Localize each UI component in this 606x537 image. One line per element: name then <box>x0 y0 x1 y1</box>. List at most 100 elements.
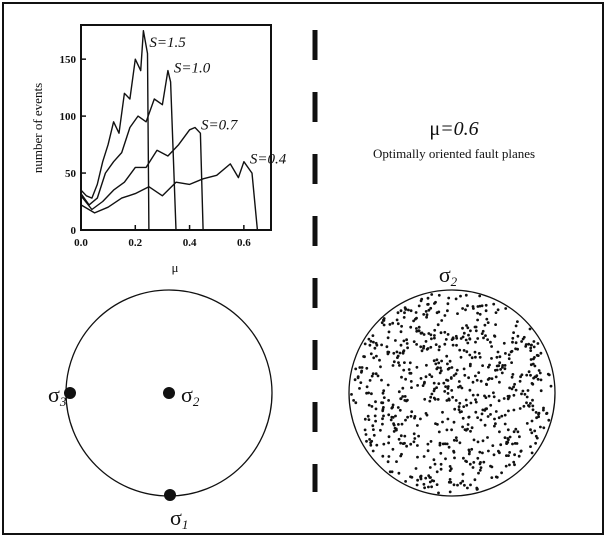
chart-frame <box>80 24 272 231</box>
pole-point <box>497 399 501 403</box>
pole-point <box>401 442 405 445</box>
pole-point <box>447 366 451 370</box>
x-tick-label: 0.0 <box>74 237 88 249</box>
sigma3-label: σ3 <box>48 382 67 409</box>
pole-point <box>503 413 507 417</box>
pole-point <box>424 375 428 379</box>
pole-point <box>458 348 462 352</box>
pole-point <box>466 304 469 308</box>
y-axis-ticks: 0 50 100 150 <box>60 54 86 237</box>
pole-point <box>405 342 409 345</box>
pole-point <box>493 417 496 421</box>
pole-point <box>492 302 496 306</box>
pole-point <box>545 411 549 415</box>
pole-point <box>454 372 458 376</box>
pole-point <box>527 404 531 408</box>
pole-point <box>505 442 508 445</box>
pole-point <box>530 419 534 423</box>
pole-point <box>382 319 386 322</box>
pole-point <box>410 410 414 414</box>
pole-point <box>511 442 514 446</box>
pole-point <box>467 452 471 456</box>
pole-point <box>476 305 480 308</box>
pole-point <box>467 376 470 380</box>
pole-point <box>478 450 482 454</box>
pole-point <box>499 368 502 371</box>
pole-point <box>433 334 436 337</box>
pole-point <box>450 366 454 369</box>
pole-point <box>485 407 488 411</box>
pole-point <box>424 340 428 343</box>
pole-point <box>392 422 395 426</box>
pole-point <box>520 373 524 377</box>
pole-point <box>481 439 485 443</box>
pole-point <box>446 387 450 390</box>
pole-point <box>483 323 487 327</box>
pole-point <box>516 430 520 434</box>
pole-point <box>453 456 456 460</box>
pole-point <box>479 466 483 469</box>
series-line-0 <box>80 30 150 231</box>
pole-point <box>400 422 404 426</box>
pole-point <box>510 387 514 391</box>
pole-point <box>527 342 531 346</box>
pole-point <box>387 455 391 458</box>
pole-point <box>447 480 451 484</box>
pole-point <box>532 345 536 349</box>
pole-point <box>409 371 413 375</box>
pole-point <box>432 389 436 393</box>
pole-point <box>452 450 456 454</box>
pole-point <box>469 429 472 433</box>
pole-point <box>379 365 382 369</box>
pole-point <box>407 308 410 312</box>
pole-point <box>463 483 466 487</box>
pole-point <box>452 438 456 442</box>
pole-point <box>449 376 453 379</box>
pole-point <box>507 357 511 361</box>
pole-point <box>416 384 419 387</box>
pole-point <box>387 413 391 417</box>
pole-point <box>428 466 432 469</box>
pole-point <box>426 347 430 350</box>
pole-point <box>439 451 443 455</box>
pole-point <box>500 414 504 418</box>
pole-point <box>476 416 479 419</box>
pole-point <box>367 418 371 421</box>
pole-point <box>439 331 443 335</box>
pole-point <box>392 360 396 364</box>
pole-point <box>436 398 440 401</box>
pole-point <box>486 378 490 381</box>
pole-point <box>469 329 472 333</box>
pole-point <box>439 369 443 373</box>
series-label-2: S=0.7 <box>201 118 239 134</box>
pole-point <box>466 486 469 490</box>
pole-point <box>530 343 533 347</box>
pole-point <box>372 428 375 431</box>
pole-point <box>429 395 433 399</box>
pole-point <box>412 340 416 343</box>
pole-point <box>511 336 515 340</box>
pole-point <box>518 379 522 383</box>
pole-point <box>410 386 413 389</box>
pole-point <box>474 374 477 378</box>
pole-point <box>399 441 402 445</box>
mu-value: =0.6 <box>440 118 479 140</box>
pole-point <box>432 359 436 363</box>
pole-point <box>453 407 457 411</box>
pole-point <box>407 368 411 371</box>
pole-point <box>363 417 367 421</box>
pole-point <box>444 457 447 461</box>
pole-point <box>529 428 532 432</box>
sigma1-point <box>164 489 176 501</box>
pole-point <box>526 389 530 392</box>
pole-point <box>391 321 395 325</box>
pole-point <box>452 483 456 487</box>
pole-point <box>461 326 464 330</box>
pole-point <box>415 483 419 487</box>
pole-point <box>464 308 467 312</box>
pole-point <box>442 381 446 385</box>
pole-point <box>382 414 385 418</box>
pole-point <box>498 430 501 434</box>
pole-point <box>386 460 390 464</box>
